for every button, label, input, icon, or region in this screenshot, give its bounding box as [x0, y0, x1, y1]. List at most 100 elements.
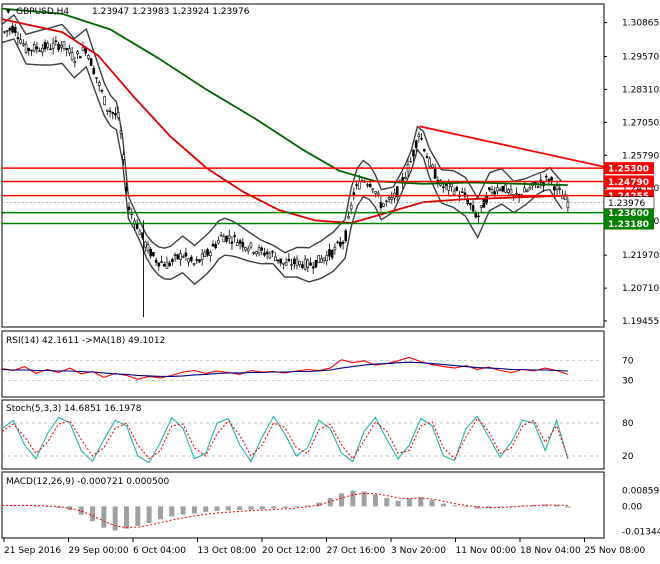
candle-body	[414, 140, 418, 149]
macd-histogram-bar	[429, 499, 435, 507]
macd-histogram-bar	[350, 490, 356, 507]
candle-body	[341, 241, 345, 244]
candle-body	[233, 235, 236, 237]
macd-histogram-bar	[112, 506, 118, 531]
candle-body	[46, 42, 50, 48]
candle-body	[444, 184, 448, 186]
candle-body	[176, 254, 180, 259]
candle-body	[423, 149, 426, 152]
candle-body	[566, 201, 570, 209]
candle-body	[506, 189, 510, 193]
candle-body	[376, 192, 380, 195]
candle-body	[466, 199, 469, 205]
macd-histogram-bar	[157, 506, 163, 520]
candle-body	[84, 48, 87, 54]
stoch-pane-frame[interactable]	[1, 399, 605, 470]
candle-body	[309, 262, 312, 266]
candle-body	[455, 187, 459, 191]
macd-histogram-bar	[191, 506, 197, 514]
candle-body	[463, 192, 467, 197]
macd-histogram-bar	[293, 506, 299, 508]
time-tick-label: 3 Nov 20:00	[391, 546, 446, 556]
candle-body	[368, 183, 372, 188]
pane-tick-label: 70	[622, 357, 634, 367]
price-pane-frame[interactable]	[1, 3, 605, 328]
candle-body	[160, 261, 163, 264]
macd-histogram-bar	[259, 506, 265, 510]
time-tick-label: 18 Nov 04:00	[520, 546, 581, 556]
candle-body	[395, 186, 399, 198]
candle-body	[168, 262, 171, 267]
candle-body	[184, 252, 188, 257]
candle-body	[450, 183, 453, 188]
pane-tick-label: 80	[622, 419, 634, 429]
price-tick-label: 1.20710	[622, 284, 659, 294]
candle-body	[553, 186, 556, 191]
candle-body	[111, 112, 115, 114]
macd-histogram-bar	[123, 506, 129, 529]
level-badge	[604, 206, 654, 219]
pane-tick-label: 30	[622, 376, 634, 386]
time-tick-label: 20 Oct 12:00	[262, 546, 321, 556]
candle-body	[536, 185, 540, 188]
macd-histogram-bar	[237, 506, 243, 511]
candle-body	[385, 200, 388, 202]
macd-histogram-bar	[180, 506, 186, 515]
candle-body	[328, 249, 331, 257]
stoch-title: Stoch(5,3,3) 14.6851 16.1978	[6, 404, 142, 414]
candle-body	[314, 259, 318, 268]
candle-body	[528, 186, 532, 190]
candle-body	[190, 256, 193, 262]
candle-body	[5, 30, 9, 32]
candle-body	[57, 43, 60, 50]
candle-body	[268, 253, 272, 259]
candle-body	[138, 230, 142, 235]
candle-body	[162, 264, 166, 267]
candle-body	[431, 164, 434, 168]
candle-body	[290, 264, 293, 266]
candle-body	[97, 82, 101, 86]
macd-tick-label: 0.00	[622, 502, 642, 512]
macd-histogram-bar	[90, 506, 96, 522]
candle-body	[51, 42, 55, 49]
candle-body	[11, 25, 14, 33]
price-tick-label: 1.19455	[622, 317, 659, 327]
candle-body	[35, 46, 39, 50]
macd-tick-label: 0.008594	[622, 486, 660, 496]
candle-body	[477, 215, 480, 218]
rsi-pane-frame[interactable]	[1, 330, 605, 398]
price-tick-label: 1.27050	[622, 118, 659, 128]
price-tick-label: 1.28310	[622, 85, 659, 95]
candle-body	[27, 48, 31, 51]
candle-body	[157, 262, 161, 267]
resistance-trendline	[418, 125, 605, 168]
candle-body	[181, 256, 185, 258]
stoch-plot-area: 80 20	[1, 415, 634, 464]
candle-body	[130, 213, 134, 216]
candle-body	[330, 249, 334, 258]
candle-body	[16, 37, 20, 40]
candle-body	[357, 180, 361, 190]
candle-body	[474, 213, 478, 218]
candle-body	[214, 244, 218, 248]
candle-body	[195, 259, 199, 261]
candle-body	[287, 258, 291, 262]
candle-body	[469, 202, 472, 206]
candle-body	[8, 27, 12, 31]
current-price-badge	[603, 196, 655, 210]
candle-body	[43, 42, 47, 50]
candle-body	[100, 90, 104, 92]
candle-body	[320, 258, 323, 263]
rsi-title: RSI(14) 42.1611 ->MA(18) 49.1012	[6, 336, 165, 346]
candle-body	[217, 239, 220, 244]
candle-body	[366, 184, 369, 186]
candle-body	[249, 242, 253, 248]
time-tick-label: 21 Sep 2016	[4, 546, 61, 556]
candle-body	[114, 113, 117, 116]
candle-body	[292, 258, 296, 265]
time-axis: 21 Sep 2016 29 Sep 00:00 6 Oct 04:00 13 Oct…	[3, 538, 645, 556]
candle-body	[257, 247, 261, 254]
candle-body	[65, 48, 69, 51]
